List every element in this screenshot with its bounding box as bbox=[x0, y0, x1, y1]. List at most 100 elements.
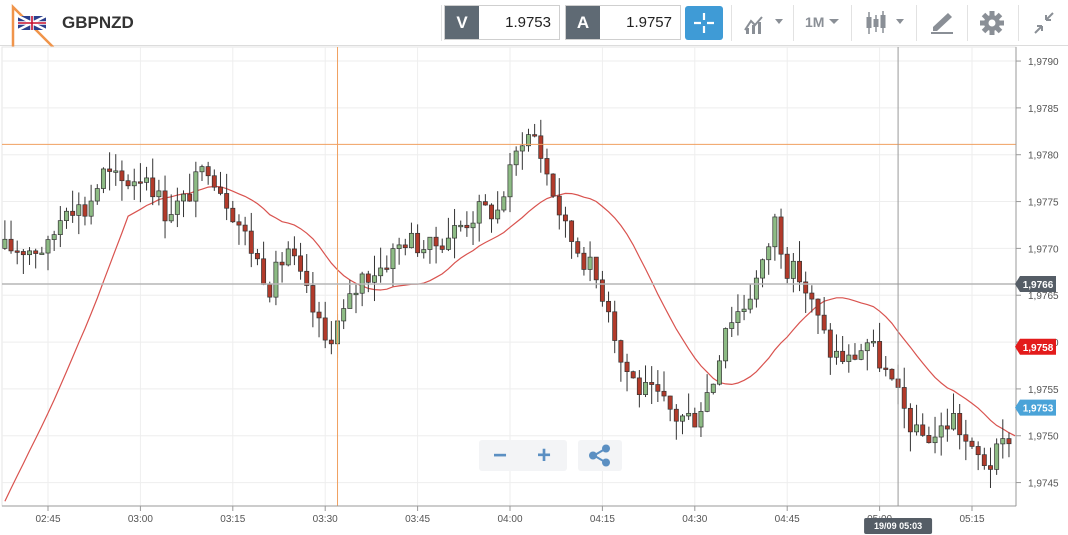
candle bbox=[378, 247, 384, 283]
candle-body bbox=[538, 135, 544, 159]
candle-body bbox=[408, 232, 414, 249]
crosshair-button[interactable] bbox=[685, 6, 723, 40]
candle-body bbox=[353, 292, 359, 296]
chevron-down-icon bbox=[829, 19, 839, 24]
candle-body bbox=[144, 177, 150, 183]
candle bbox=[883, 356, 889, 377]
candle bbox=[464, 211, 470, 237]
candle bbox=[932, 416, 938, 454]
candle-body bbox=[636, 377, 642, 395]
candle bbox=[526, 128, 531, 152]
candle bbox=[507, 153, 513, 213]
candle bbox=[1006, 432, 1012, 458]
candle bbox=[870, 329, 876, 347]
toolbar-separator bbox=[851, 5, 852, 41]
drawing-tools-button[interactable] bbox=[924, 6, 960, 40]
candle-body bbox=[304, 270, 310, 286]
zoom-in-button[interactable]: + bbox=[537, 442, 552, 469]
candle bbox=[735, 294, 741, 336]
x-tick-label: 04:45 bbox=[775, 514, 800, 525]
candle bbox=[199, 164, 205, 181]
candle bbox=[840, 335, 846, 365]
candle-body bbox=[298, 255, 304, 272]
price-chart[interactable]: 1,97901,97851,97801,97751,97701,97651,97… bbox=[0, 46, 1068, 535]
x-tick-label: 03:00 bbox=[128, 514, 153, 525]
candle bbox=[710, 383, 716, 395]
candle-body bbox=[33, 250, 39, 254]
candle bbox=[390, 243, 396, 287]
collapse-icon bbox=[1034, 12, 1054, 34]
candle-body bbox=[624, 361, 630, 372]
candle bbox=[218, 171, 223, 196]
candle-body bbox=[606, 300, 612, 313]
candle-body bbox=[88, 200, 94, 217]
candle-body bbox=[556, 195, 562, 216]
x-tick-label: 02:45 bbox=[35, 514, 60, 525]
candle bbox=[415, 224, 421, 257]
candlestick-button[interactable] bbox=[860, 6, 910, 40]
candle-body bbox=[834, 350, 839, 358]
candle bbox=[606, 291, 612, 323]
candle bbox=[809, 285, 815, 313]
timeframe-dropdown[interactable] bbox=[826, 6, 844, 40]
candle-body bbox=[174, 200, 180, 215]
candle-body bbox=[162, 190, 168, 222]
candle bbox=[328, 321, 334, 355]
candle-body bbox=[57, 220, 63, 235]
candle-body bbox=[870, 341, 876, 344]
candle bbox=[858, 343, 864, 361]
y-tick-label: 1,9745 bbox=[1028, 479, 1059, 490]
candle bbox=[365, 270, 371, 293]
candle bbox=[532, 123, 538, 138]
candle-body bbox=[439, 245, 445, 250]
ask-tag: A bbox=[566, 6, 600, 39]
candle-body bbox=[741, 308, 747, 312]
candle-body bbox=[686, 412, 692, 417]
share-icon[interactable] bbox=[578, 440, 622, 471]
candle bbox=[593, 256, 599, 289]
candle bbox=[538, 119, 544, 173]
collapse-button[interactable] bbox=[1028, 6, 1060, 40]
candle-body bbox=[710, 383, 716, 393]
toolbar-separator bbox=[916, 5, 917, 41]
price-label-text: 1,9758 bbox=[1023, 343, 1054, 354]
candle bbox=[667, 395, 673, 422]
candle bbox=[920, 413, 926, 437]
candle bbox=[107, 152, 113, 191]
chart-grid bbox=[1, 46, 1017, 507]
candle bbox=[310, 272, 316, 328]
price-label-text: 1,9766 bbox=[1023, 280, 1054, 291]
moving-average-line bbox=[4, 185, 1016, 502]
candle-body bbox=[772, 216, 778, 248]
candle bbox=[575, 237, 581, 258]
candle bbox=[168, 194, 174, 224]
candle-body bbox=[550, 173, 556, 197]
timeframe-label[interactable]: 1M bbox=[805, 14, 825, 30]
candle-body bbox=[655, 384, 661, 392]
ask-price-box[interactable]: A 1.9757 bbox=[565, 5, 681, 40]
candle-body bbox=[723, 328, 729, 362]
candle-body bbox=[766, 246, 772, 261]
candle bbox=[408, 222, 414, 249]
candle-body bbox=[544, 158, 550, 175]
candle bbox=[630, 370, 636, 379]
price-label: 1,9766 bbox=[1015, 275, 1056, 292]
candle-body bbox=[840, 350, 846, 362]
chart-type-button[interactable] bbox=[740, 6, 788, 40]
candle bbox=[938, 412, 944, 456]
candle bbox=[372, 255, 377, 302]
candle bbox=[889, 368, 895, 381]
candle-body bbox=[526, 134, 531, 147]
candle bbox=[113, 154, 119, 186]
settings-button[interactable] bbox=[976, 6, 1008, 40]
instrument-symbol[interactable]: GBPNZD bbox=[62, 13, 134, 32]
candle-body bbox=[957, 413, 963, 436]
candle bbox=[636, 370, 642, 408]
zoom-out-button[interactable]: − bbox=[493, 442, 508, 469]
candle bbox=[211, 169, 217, 191]
x-tick-label: 03:45 bbox=[405, 514, 430, 525]
bid-price-box[interactable]: V 1.9753 bbox=[444, 5, 560, 40]
candle-body bbox=[156, 190, 162, 198]
bid-value: 1.9753 bbox=[505, 14, 551, 31]
candle-body bbox=[643, 382, 648, 395]
